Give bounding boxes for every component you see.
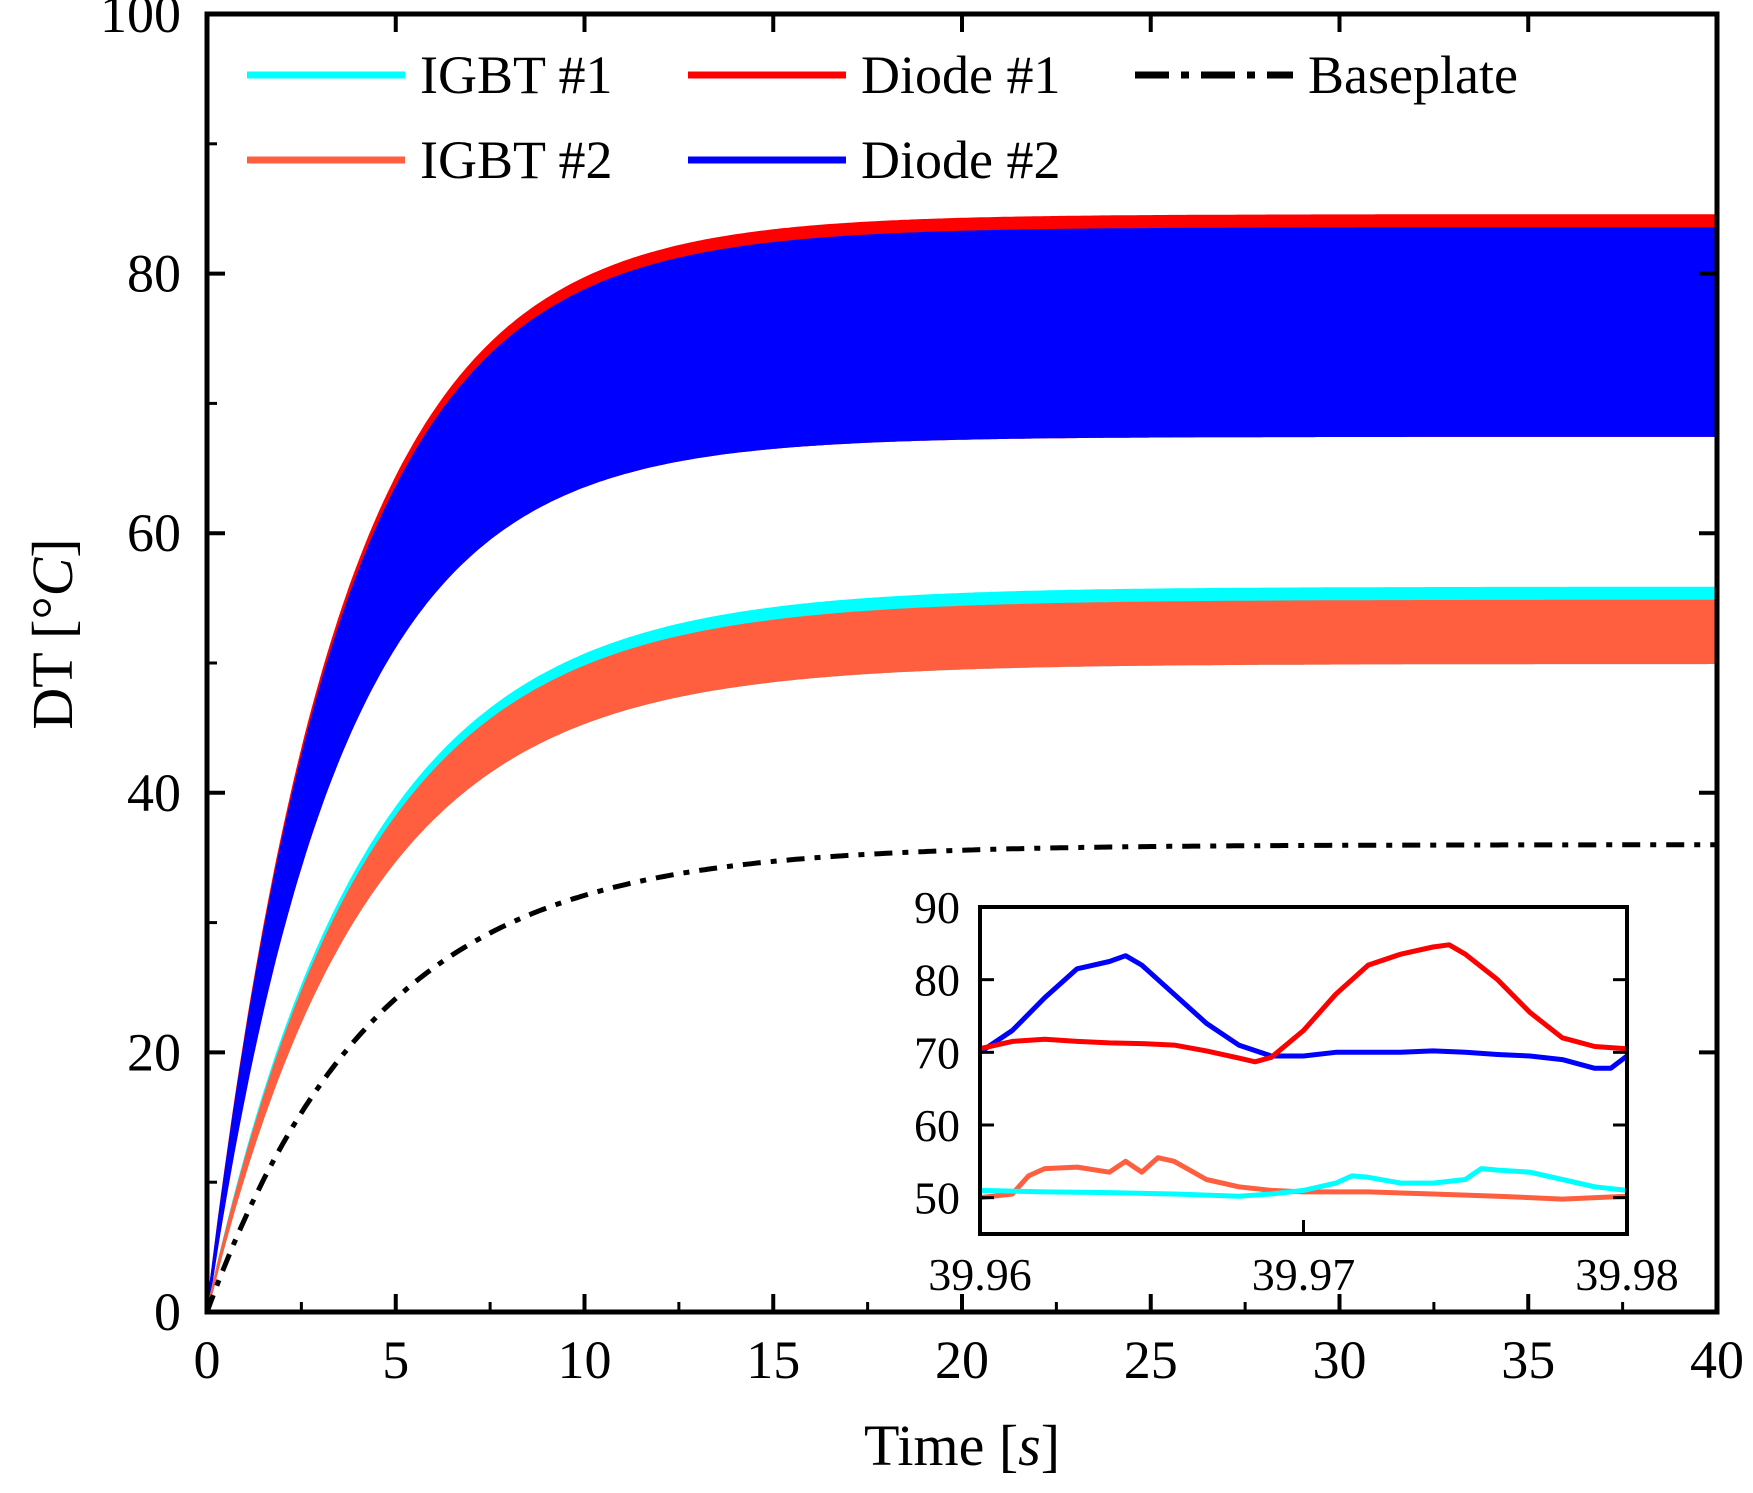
y-tick-label: 20 [127,1022,181,1082]
x-tick-label: 10 [558,1330,612,1390]
inset-y-tick-label: 90 [914,882,960,933]
x-tick-label: 40 [1690,1330,1744,1390]
inset-series-line-igbt1 [980,1166,1627,1199]
y-tick-label: 80 [127,244,181,304]
inset-series-group [980,942,1627,1202]
inset-y-tick-label: 70 [914,1027,960,1078]
x-axis-title-suffix: ] [1041,1413,1060,1478]
inset-y-tick-label: 50 [914,1173,960,1224]
x-tick-label: 25 [1124,1330,1178,1390]
y-tick-label: 40 [127,763,181,823]
legend: IGBT #1 Diode #1 Baseplate IGBT #2 Diode… [247,45,1518,190]
series-line-baseplate [207,842,1717,1312]
inset-series-line-diode1 [980,942,1627,1065]
y-axis-title-unit: C [20,556,85,596]
x-axis-title-unit: s [1018,1413,1041,1478]
legend-label-igbt2: IGBT #2 [420,130,613,190]
inset-ticks-group: 39.96 39.97 39.98 50 60 70 80 90 [914,882,1679,1300]
x-tick-label: 35 [1501,1330,1555,1390]
x-axis-title-prefix: Time [ [864,1413,1018,1478]
y-tick-label: 60 [127,503,181,563]
x-axis-title: Time [s] [864,1413,1060,1478]
x-tick-label: 15 [746,1330,800,1390]
legend-label-baseplate: Baseplate [1308,45,1518,105]
legend-label-diode1: Diode #1 [861,45,1060,105]
y-tick-label: 100 [100,0,181,44]
main-series-group [207,214,1717,1312]
series-band-igbt2 [207,599,1717,1312]
x-tick-label: 5 [382,1330,409,1390]
series-band-diode2 [207,227,1717,1312]
x-tick-label: 30 [1313,1330,1367,1390]
inset-series-line-diode2 [980,953,1627,1071]
inset-x-tick-label: 39.96 [928,1249,1032,1300]
x-tick-label: 0 [194,1330,221,1390]
inset-x-tick-label: 39.97 [1252,1249,1356,1300]
legend-label-igbt1: IGBT #1 [420,45,613,105]
inset-background [980,907,1627,1234]
inset-y-tick-label: 60 [914,1100,960,1151]
y-axis-title-suffix: ] [20,538,85,557]
x-tick-label: 20 [935,1330,989,1390]
inset-plot-area: 39.96 39.97 39.98 50 60 70 80 90 [914,882,1679,1300]
legend-label-diode2: Diode #2 [861,130,1060,190]
y-axis-title: DT [°C] [20,538,85,729]
main-ticks-group: 0 5 10 15 20 25 30 35 40 0 20 40 60 80 100 [100,0,1744,1390]
inset-series-line-igbt2 [980,1155,1627,1202]
main-plot-area: 0 5 10 15 20 25 30 35 40 0 20 40 60 80 100 [100,0,1744,1390]
inset-x-tick-label: 39.98 [1575,1249,1679,1300]
inset-y-tick-label: 80 [914,955,960,1006]
y-axis-title-prefix: DT [° [20,596,85,729]
y-tick-label: 0 [154,1282,181,1342]
